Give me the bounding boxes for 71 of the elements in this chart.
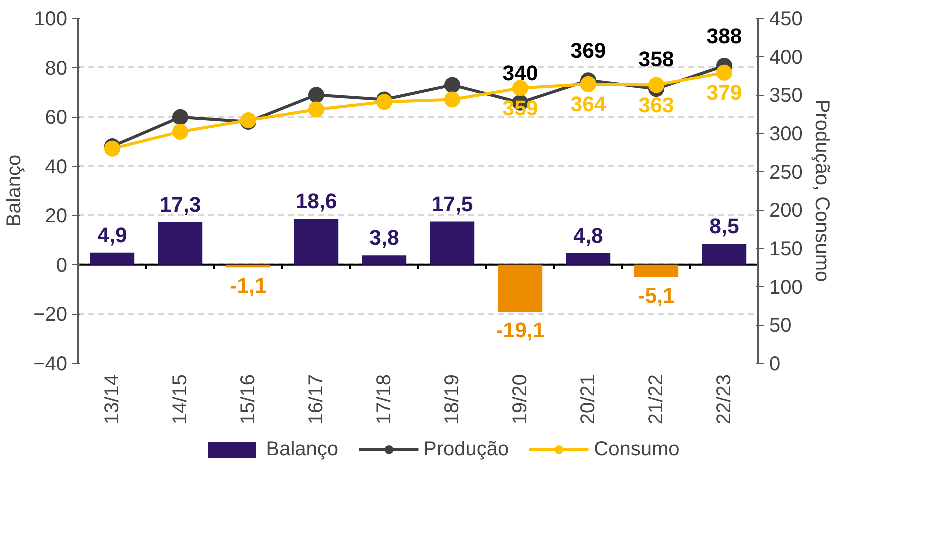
data-label: 388 <box>706 24 742 49</box>
y2-tick-label: 450 <box>770 8 803 30</box>
x-tick-label: 20/21 <box>578 374 600 425</box>
point <box>512 80 528 96</box>
bar <box>158 222 203 265</box>
data-label: -5,1 <box>638 284 676 308</box>
data-label: 17,3 <box>160 192 202 217</box>
bar <box>294 219 339 265</box>
data-label: 4,9 <box>98 224 128 248</box>
bar <box>702 244 747 265</box>
point <box>716 64 732 81</box>
y2-tick-label: 50 <box>770 315 792 338</box>
x-tick-label: 18/19 <box>442 374 464 425</box>
x-tick-label: 14/15 <box>170 374 192 425</box>
legend-label: Consumo <box>594 438 680 461</box>
y2-tick-label: 250 <box>770 162 803 184</box>
data-label: 379 <box>706 81 742 106</box>
y-axis-title: Balanço <box>4 154 26 228</box>
y2-tick-label: 400 <box>770 46 803 69</box>
y2-tick-label: 300 <box>770 124 803 146</box>
point <box>308 102 324 118</box>
bar <box>566 253 611 265</box>
point <box>172 109 188 126</box>
data-label: 18,6 <box>296 190 338 214</box>
data-label: 363 <box>638 93 674 118</box>
y2-tick-label: 150 <box>770 238 803 260</box>
data-label: 8,5 <box>710 214 740 239</box>
y-tick-label: 20 <box>45 206 68 228</box>
data-label: 3,8 <box>370 226 400 250</box>
data-label: 4,8 <box>574 224 604 248</box>
bar <box>430 222 475 265</box>
y-tick-label: 60 <box>45 107 68 130</box>
point <box>444 92 460 108</box>
y-tick-label: −40 <box>34 354 68 376</box>
bar <box>362 256 407 265</box>
y-tick-label: 40 <box>45 156 68 178</box>
x-tick-label: 21/22 <box>646 374 668 425</box>
data-label: 364 <box>570 92 606 117</box>
y2-tick-label: 350 <box>770 85 803 108</box>
point <box>444 77 460 94</box>
y2-tick-label: 200 <box>770 200 803 222</box>
data-label: 340 <box>502 61 538 86</box>
y-tick-label: 80 <box>45 58 68 80</box>
x-tick-label: 16/17 <box>306 374 328 425</box>
legend-label: Balanço <box>266 438 339 461</box>
x-tick-label: 15/16 <box>238 374 260 425</box>
point <box>172 124 188 140</box>
x-tick-label: 19/20 <box>510 374 532 425</box>
point <box>308 87 324 104</box>
y2-tick-label: 100 <box>770 276 803 299</box>
y2-tick-label: 0 <box>770 354 781 376</box>
legend-label: Produção <box>424 438 510 461</box>
x-tick-label: 22/23 <box>714 374 736 425</box>
data-label: 358 <box>638 48 674 72</box>
data-label: -19,1 <box>496 318 545 342</box>
x-tick-label: 13/14 <box>102 374 124 425</box>
bar <box>634 264 679 278</box>
bar <box>90 252 135 265</box>
point <box>580 76 596 92</box>
y-tick-label: 0 <box>56 254 68 277</box>
data-label: -1,1 <box>230 274 268 298</box>
bar <box>226 264 271 268</box>
x-tick-label: 17/18 <box>374 374 396 425</box>
data-label: 359 <box>502 96 538 120</box>
y-tick-label: −20 <box>34 304 68 326</box>
data-label: 17,5 <box>432 192 474 216</box>
y-tick-label: 100 <box>34 8 68 30</box>
y2-axis-title: Produção, Consumo <box>810 100 833 282</box>
point <box>648 77 664 94</box>
bar <box>498 264 543 312</box>
data-label: 369 <box>570 39 606 64</box>
